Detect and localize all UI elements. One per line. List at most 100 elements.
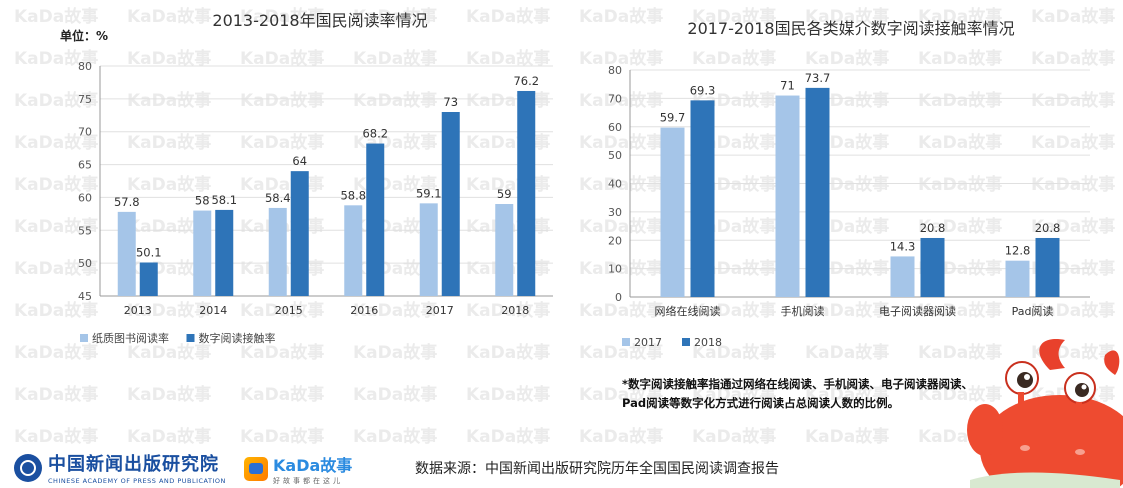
- kada-slogan: 好故事都在这儿: [273, 477, 343, 485]
- data-label: 58: [195, 194, 210, 208]
- bar: [139, 262, 158, 296]
- bar: [290, 171, 309, 296]
- y-tick-label: 45: [78, 290, 92, 303]
- footnote: *数字阅读接触率指通过网络在线阅读、手机阅读、电子阅读器阅读、Pad阅读等数字化…: [622, 377, 974, 410]
- data-label: 20.8: [1035, 221, 1061, 235]
- watermark-text: KaDa故事: [127, 384, 211, 405]
- x-tick-label: 手机阅读: [781, 304, 825, 318]
- x-tick-label: 2018: [501, 304, 529, 317]
- kada-logo: KaDa故事 好故事都在这儿: [244, 452, 352, 486]
- y-tick-label: 55: [78, 224, 92, 237]
- legend-swatch: [622, 338, 630, 346]
- x-tick-label: 2015: [275, 304, 303, 317]
- bar: [193, 210, 212, 296]
- y-tick-label: 30: [608, 206, 622, 219]
- y-tick-label: 60: [78, 191, 92, 204]
- bar: [517, 90, 536, 296]
- watermark-text: KaDa故事: [805, 426, 889, 447]
- data-label: 50.1: [136, 245, 162, 259]
- y-tick-label: 10: [608, 263, 622, 276]
- data-label: 57.8: [114, 195, 140, 209]
- watermark-text: KaDa故事: [466, 384, 550, 405]
- x-tick-label: Pad阅读: [1012, 304, 1054, 318]
- data-label: 58.8: [340, 188, 366, 202]
- data-label: 59: [497, 187, 512, 201]
- bar: [495, 204, 514, 296]
- x-tick-label: 2016: [350, 304, 378, 317]
- bar: [660, 127, 685, 297]
- legend-label: 数字阅读接触率: [199, 331, 276, 345]
- data-label: 58.4: [265, 191, 291, 205]
- cap-english-name: CHINESE ACADEMY OF PRESS AND PUBLICATION: [48, 477, 226, 485]
- watermark-text: KaDa故事: [127, 426, 211, 447]
- x-tick-label: 网络在线阅读: [655, 304, 721, 318]
- y-tick-label: 0: [615, 291, 622, 304]
- bar: [1035, 237, 1060, 297]
- bar: [117, 211, 136, 296]
- cap-name: 中国新闻出版研究院: [48, 454, 219, 475]
- data-label: 12.8: [1005, 244, 1031, 258]
- bar: [775, 95, 800, 297]
- bar: [690, 100, 715, 297]
- cap-logo: 中国新闻出版研究院 CHINESE ACADEMY OF PRESS AND P…: [14, 450, 226, 485]
- bar: [441, 112, 460, 296]
- unit-label: 单位：%: [60, 29, 109, 43]
- bar: [268, 207, 287, 296]
- x-tick-label: 2014: [199, 304, 227, 317]
- legend-swatch: [80, 334, 88, 342]
- data-label: 14.3: [890, 239, 916, 253]
- watermark-text: KaDa故事: [14, 426, 98, 447]
- watermark-text: KaDa故事: [466, 426, 550, 447]
- y-tick-label: 50: [608, 149, 622, 162]
- watermark-text: KaDa故事: [579, 426, 663, 447]
- reading-rate-chart: 2013-2018年国民阅读率情况 45 50 55 60 65 70 75 80 57.8 50.…: [78, 11, 553, 345]
- watermark-text: KaDa故事: [692, 426, 776, 447]
- data-label: 69.3: [690, 83, 716, 97]
- bar: [920, 237, 945, 297]
- y-tick-label: 80: [608, 64, 622, 77]
- y-tick-label: 70: [608, 92, 622, 105]
- bar: [344, 205, 363, 296]
- data-label: 76.2: [513, 74, 539, 88]
- legend-label: 2018: [694, 336, 722, 349]
- watermark-text: KaDa故事: [240, 426, 324, 447]
- y-tick-label: 50: [78, 257, 92, 270]
- bar: [366, 143, 385, 296]
- x-tick-label: 电子阅读器阅读: [879, 304, 956, 318]
- kada-name: KaDa故事: [273, 456, 353, 475]
- y-tick-label: 80: [78, 60, 92, 73]
- legend-swatch: [186, 334, 195, 342]
- kada-app-icon: [244, 457, 268, 481]
- data-label: 64: [292, 154, 307, 168]
- y-tick-label: 75: [78, 93, 92, 106]
- chart-title: 2017-2018国民各类媒介数字阅读接触率情况: [687, 19, 1014, 38]
- digital-media-chart: 2017-2018国民各类媒介数字阅读接触率情况 0 10 20 30 40 50 60 70 8…: [608, 19, 1090, 349]
- cap-emblem-icon: [14, 453, 42, 482]
- watermark-text: KaDa故事: [353, 426, 437, 447]
- bar: [1005, 260, 1030, 297]
- x-tick-label: 2017: [426, 304, 454, 317]
- y-tick-label: 40: [608, 178, 622, 191]
- y-tick-label: 20: [608, 234, 622, 247]
- y-tick-label: 65: [78, 159, 92, 172]
- watermark-text: KaDa故事: [240, 384, 324, 405]
- data-source: 数据来源：中国新闻出版研究院历年全国国民阅读调查报告: [415, 461, 779, 477]
- chart-title: 2013-2018年国民阅读率情况: [212, 11, 427, 30]
- watermark-text: KaDa故事: [353, 384, 437, 405]
- data-label: 20.8: [920, 221, 946, 235]
- watermark-text: KaDa故事: [14, 384, 98, 405]
- legend-label: 纸质图书阅读率: [92, 331, 169, 345]
- bar: [419, 203, 438, 296]
- data-label: 73.7: [805, 71, 831, 85]
- legend-swatch: [682, 338, 690, 346]
- bar: [890, 256, 915, 297]
- x-tick-label: 2013: [124, 304, 152, 317]
- data-label: 58.1: [211, 193, 237, 207]
- y-tick-label: 60: [608, 121, 622, 134]
- data-label: 68.2: [362, 127, 388, 141]
- y-tick-label: 70: [78, 126, 92, 139]
- data-label: 71: [780, 79, 795, 93]
- data-label: 59.1: [416, 186, 442, 200]
- bar: [805, 87, 830, 297]
- crab-mascot-icon: [967, 339, 1123, 488]
